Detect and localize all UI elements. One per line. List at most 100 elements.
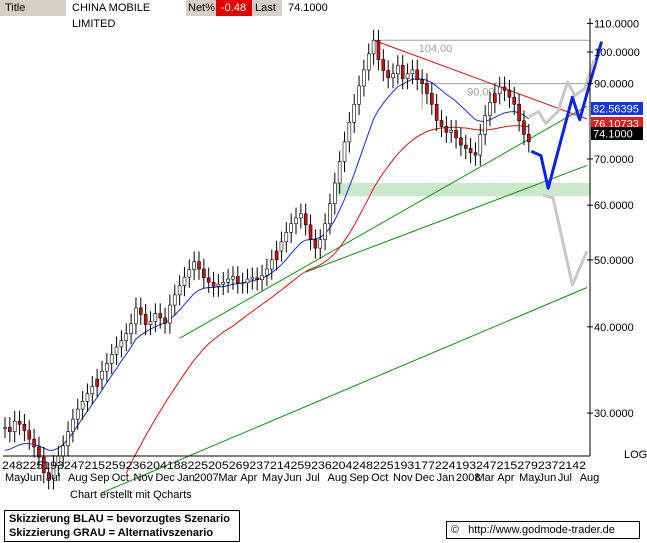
candle-body [226,278,230,283]
x-month-label: Mar [475,472,494,484]
candle-body [391,73,395,78]
candle-body [134,307,138,325]
candle-body [260,274,264,281]
candle-body [444,126,449,133]
candle-body [202,268,206,279]
x-month-label: Aug [68,472,88,484]
candle-body [342,141,347,162]
candle-body [231,276,235,280]
candle-body [22,423,27,431]
candle-body [197,261,201,270]
candle-body [192,261,196,270]
x-month-label: Oct [112,472,129,484]
value-tag-label: 82.56395 [593,104,639,116]
candle-body [434,103,439,121]
candle-body [95,378,99,387]
candle-body [502,86,507,91]
x-month-label: Jan [177,472,195,484]
candle-body [463,144,468,149]
support-zone [334,183,590,197]
candle-body [299,213,303,219]
x-month-label: Jul [306,472,320,484]
y-tick-label: 90.0000 [594,79,634,91]
candle-body [294,217,298,225]
x-month-label: Jan [437,472,455,484]
moving-average-long-line [125,125,529,475]
x-month-label: May [519,472,540,484]
candle-body [400,65,405,79]
candle-body [449,130,454,133]
x-month-label: Dec [415,472,435,484]
x-month-label: Oct [371,472,388,484]
x-month-label: Mar [218,472,237,484]
x-month-label: Sep [90,472,110,484]
y-tick-label: 40.0000 [594,322,634,334]
candle-body [255,277,259,281]
candle-body [37,446,41,458]
candle-body [459,137,463,146]
candle-body [269,259,274,270]
candle-body [425,83,429,94]
candle-body [289,223,293,233]
netpct-label: Net% [186,0,216,16]
value-tag-label: 74.1000 [593,129,633,141]
candle-body [236,276,240,284]
y-tick-label: 70.0000 [594,154,634,166]
candle-body [347,122,352,143]
scale-label: LOG [624,449,647,461]
candle-body [245,278,250,284]
candle-body [274,250,279,261]
candle-body [148,321,153,325]
scenario-gray-path [542,193,589,287]
candle-body [163,317,167,324]
candle-body [27,430,32,440]
candle-body [420,79,424,84]
candle-body [332,182,337,204]
candle-body [85,393,90,402]
y-tick-label: 110.0000 [594,18,639,30]
candle-body [328,203,332,225]
candle-body [105,363,109,372]
candle-body [468,148,473,153]
candle-body [32,438,36,448]
candle-body [177,285,182,296]
candle-body [323,223,327,240]
candle-body [526,133,531,143]
candle-body [100,370,104,380]
x-day-labels: 2482251932472152592362041882252052692372… [2,460,586,472]
candle-body [250,277,255,280]
candle-body [17,420,22,425]
candle-body [216,283,221,287]
source-box[interactable]: © http://www.godmode-trader.de [446,521,640,539]
candle-body [493,93,497,103]
candle-body [522,120,526,135]
value-tag [591,127,643,140]
support-trendline [305,164,588,273]
candle-body [265,268,269,276]
candle-body [41,456,46,473]
price-level-label: 104,00 [419,43,453,55]
x-month-label: Aug [580,472,600,484]
x-month-label: Apr [497,472,514,484]
candle-body [362,69,366,87]
candle-body [497,86,502,95]
candle-body [119,340,124,348]
x-month-label: May [5,472,26,484]
candle-body [124,333,129,341]
candle-body [221,281,226,285]
candle-body [284,232,289,243]
candle-body [61,445,66,457]
netpct-value: -0.48 [216,0,252,16]
last-value: 74.1000 [288,2,328,14]
candle-body [66,431,70,447]
candle-body [483,115,487,135]
support-trendline [101,287,588,494]
candle-body [396,65,400,75]
candle-body [143,314,148,325]
source-url[interactable]: http://www.godmode-trader.de [468,524,615,536]
candle-body [512,96,517,105]
candle-body [182,276,187,286]
candle-body [366,53,371,71]
